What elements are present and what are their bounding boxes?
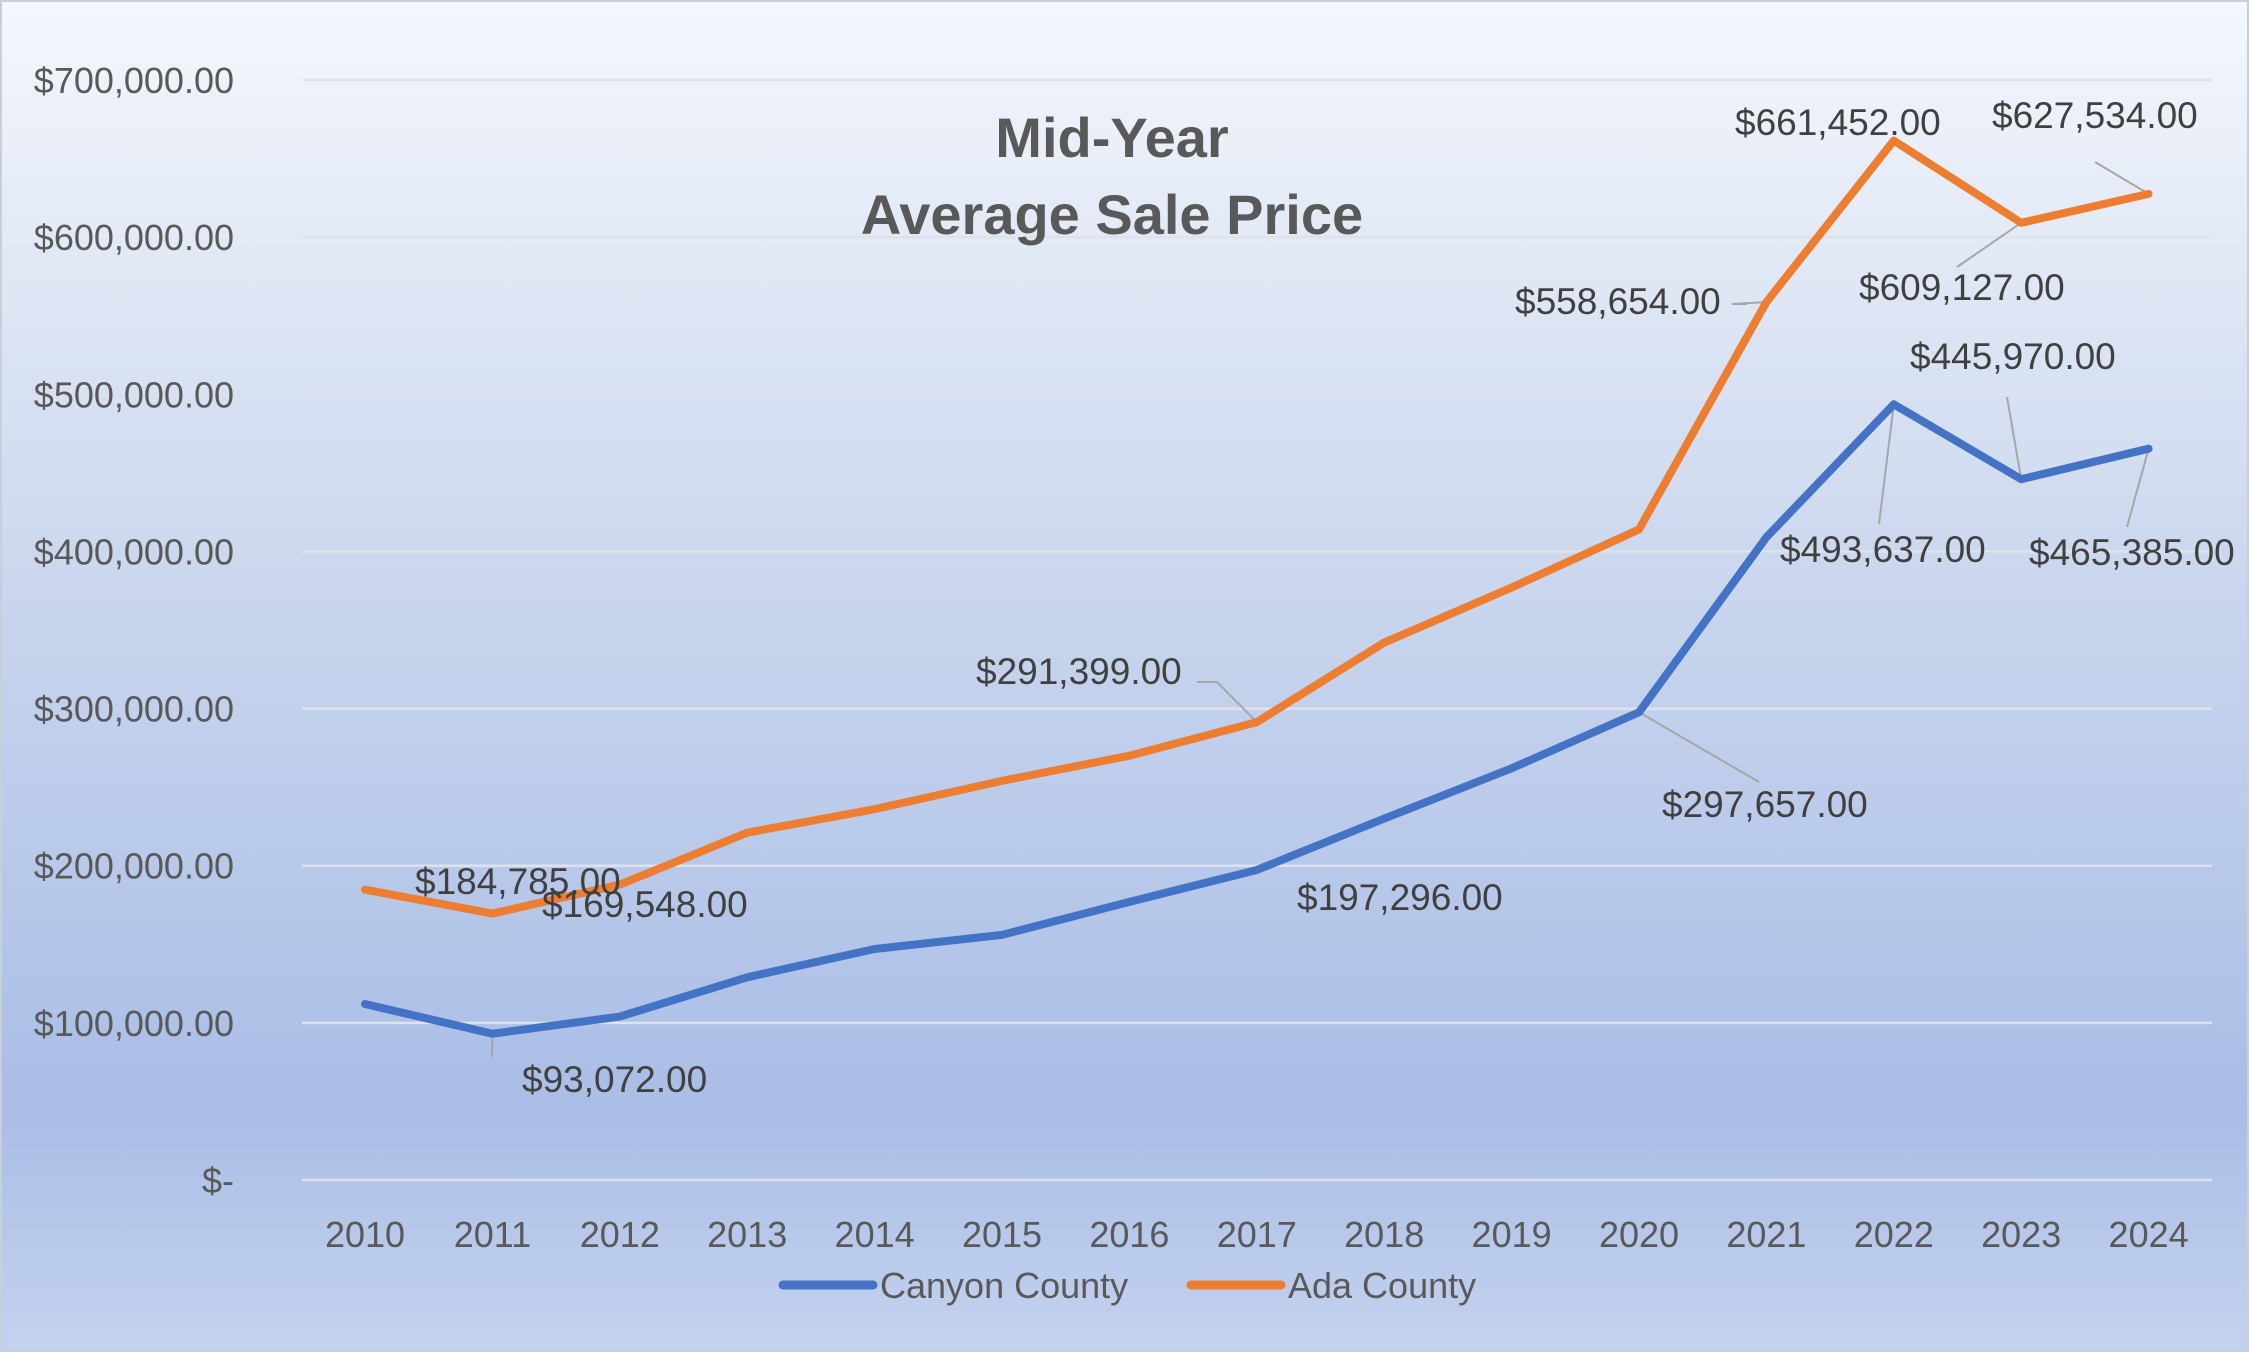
y-tick-label: $200,000.00: [34, 846, 234, 887]
x-tick-label: 2021: [1726, 1214, 1806, 1255]
x-tick-label: 2015: [962, 1214, 1042, 1255]
data-label: $445,970.00: [1910, 336, 2116, 377]
label-leader-line: [1956, 221, 2022, 268]
data-label: $197,296.00: [1297, 877, 1503, 918]
x-tick-label: 2010: [325, 1214, 405, 1255]
x-tick-label: 2016: [1089, 1214, 1169, 1255]
y-tick-label: $400,000.00: [34, 531, 234, 572]
x-tick-label: 2014: [835, 1214, 915, 1255]
legend-label: Ada County: [1288, 1265, 1476, 1306]
data-label: $661,452.00: [1735, 102, 1941, 143]
label-leader-line: [2126, 448, 2150, 528]
label-leader-line: [1878, 404, 1895, 525]
data-label: $609,127.00: [1859, 267, 2065, 308]
x-tick-label: 2018: [1344, 1214, 1424, 1255]
x-tick-label: 2013: [707, 1214, 787, 1255]
x-tick-label: 2019: [1472, 1214, 1552, 1255]
label-leader-line: [1638, 711, 1760, 783]
data-label: $627,534.00: [1992, 95, 2198, 136]
y-tick-label: $700,000.00: [34, 60, 234, 101]
x-tick-label: 2020: [1599, 1214, 1679, 1255]
x-tick-label: 2023: [1981, 1214, 2061, 1255]
x-tick-label: 2022: [1854, 1214, 1934, 1255]
data-label: $465,385.00: [2029, 532, 2235, 573]
y-tick-label: $100,000.00: [34, 1003, 234, 1044]
chart-title: Mid-Year: [995, 106, 1228, 169]
x-tick-label: 2024: [2109, 1214, 2189, 1255]
x-tick-label: 2011: [454, 1214, 531, 1255]
y-tick-label: $500,000.00: [34, 374, 234, 415]
chart-title: Average Sale Price: [861, 183, 1363, 246]
data-label: $558,654.00: [1515, 281, 1721, 322]
data-label: $291,399.00: [976, 651, 1182, 692]
data-label: $169,548.00: [542, 884, 748, 925]
data-label: $93,072.00: [522, 1059, 707, 1100]
data-label: $493,637.00: [1780, 529, 1986, 570]
y-tick-label: $300,000.00: [34, 689, 234, 730]
data-label: $297,657.00: [1662, 784, 1868, 825]
label-leader-line: [1197, 681, 1258, 723]
legend-label: Canyon County: [880, 1265, 1128, 1306]
series-line-ada: [361, 136, 2153, 918]
label-leader-line: [2094, 161, 2150, 195]
y-tick-label: $600,000.00: [34, 217, 234, 258]
label-leader-line: [1731, 301, 1767, 305]
x-tick-label: 2012: [580, 1214, 660, 1255]
x-tick-label: 2017: [1217, 1214, 1297, 1255]
label-leader-line: [2006, 396, 2023, 480]
data-label: $184,785.00: [415, 861, 621, 902]
y-tick-label: $-: [202, 1160, 234, 1201]
